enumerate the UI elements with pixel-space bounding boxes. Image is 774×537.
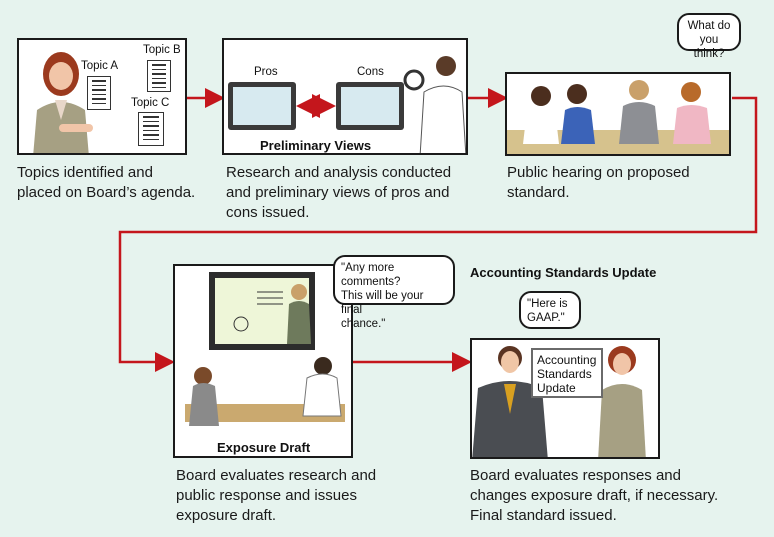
accounting-standards-board: Accounting Standards Update — [531, 348, 603, 398]
topic-b-document-icon — [147, 60, 171, 92]
step-4-speech-bubble: "Any more comments? This will be your fi… — [333, 255, 455, 330]
cons-label: Cons — [357, 66, 384, 78]
step-2-panel: Pros Cons Preliminary Views — [222, 38, 468, 155]
gaap-issued-illustration — [472, 346, 646, 457]
step-3-panel — [505, 72, 731, 156]
pros-label: Pros — [254, 66, 278, 78]
exposure-draft-label: Exposure Draft — [217, 440, 311, 455]
topic-a-document-icon — [87, 76, 111, 110]
topic-c-label: Topic C — [131, 97, 170, 109]
woman-presenter-illustration — [33, 52, 93, 153]
step-4-panel: Exposure Draft — [173, 264, 353, 458]
topic-c-document-icon — [138, 112, 164, 146]
public-hearing-illustration — [507, 80, 729, 154]
step-4-caption: Board evaluates research and public resp… — [176, 467, 377, 524]
step-2-caption: Research and analysis conducted and prel… — [226, 164, 452, 221]
step-1-caption: Topics identified and placed on Board’s … — [17, 164, 196, 201]
arrow-step3-to-step4 — [118, 96, 758, 372]
board-text: Accounting Standards Update — [537, 353, 597, 395]
step-3-speech-bubble: What do you think? — [677, 13, 741, 60]
preliminary-views-label: Preliminary Views — [260, 138, 372, 153]
step-5-speech-bubble: "Here is GAAP." — [519, 291, 581, 329]
exposure-draft-illustration — [185, 272, 345, 426]
research-illustration — [228, 56, 466, 153]
step-3-caption: Public hearing on proposed standard. — [507, 164, 690, 201]
accounting-standards-update-heading: Accounting Standards Update — [470, 265, 657, 280]
step-5-panel — [470, 338, 660, 459]
topic-a-label: Topic A — [81, 60, 119, 72]
step-5-caption: Board evaluates responses and changes ex… — [470, 467, 719, 524]
topic-b-label: Topic B — [143, 44, 181, 56]
step-1-panel: Topic A Topic B Topic C — [17, 38, 187, 155]
